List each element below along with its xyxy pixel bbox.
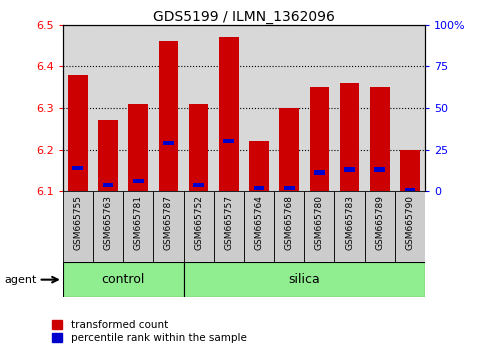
Text: GSM665789: GSM665789 (375, 195, 384, 250)
Bar (163, 141, 174, 145)
Bar (213, 191, 244, 262)
Title: GDS5199 / ILMN_1362096: GDS5199 / ILMN_1362096 (153, 10, 335, 24)
Bar (184, 191, 213, 262)
Bar (405, 188, 415, 193)
Bar (224, 139, 234, 143)
Bar (128, 104, 148, 191)
Text: control: control (101, 273, 145, 286)
Bar (63, 191, 93, 262)
Bar (395, 191, 425, 262)
Bar (158, 41, 178, 191)
Bar (219, 37, 239, 191)
Text: GSM665768: GSM665768 (284, 195, 294, 250)
Bar (249, 141, 269, 191)
Bar (103, 183, 114, 187)
Text: agent: agent (5, 275, 37, 285)
Text: silica: silica (288, 273, 320, 286)
Bar (72, 166, 83, 170)
Text: GSM665757: GSM665757 (224, 195, 233, 250)
Bar (374, 167, 385, 172)
Bar (310, 87, 329, 191)
Bar (284, 186, 295, 190)
Bar (334, 191, 365, 262)
Bar (133, 179, 143, 183)
Text: GSM665764: GSM665764 (255, 195, 264, 250)
Bar (123, 191, 154, 262)
Bar (314, 170, 325, 175)
Bar (279, 108, 299, 191)
Bar (344, 167, 355, 172)
Text: GSM665752: GSM665752 (194, 195, 203, 250)
Bar (93, 191, 123, 262)
Bar (98, 120, 118, 191)
Bar (400, 149, 420, 191)
Bar (184, 262, 425, 297)
Bar (154, 191, 184, 262)
Bar (254, 186, 264, 190)
Bar (193, 183, 204, 187)
Bar (274, 191, 304, 262)
Text: GSM665780: GSM665780 (315, 195, 324, 250)
Text: GSM665783: GSM665783 (345, 195, 354, 250)
Bar (365, 191, 395, 262)
Text: GSM665755: GSM665755 (73, 195, 83, 250)
Bar (340, 83, 359, 191)
Legend: transformed count, percentile rank within the sample: transformed count, percentile rank withi… (52, 320, 247, 343)
Text: GSM665781: GSM665781 (134, 195, 143, 250)
Text: GSM665763: GSM665763 (103, 195, 113, 250)
Text: GSM665790: GSM665790 (405, 195, 414, 250)
Bar (63, 262, 184, 297)
Bar (68, 75, 88, 191)
Bar (244, 191, 274, 262)
Bar (370, 87, 390, 191)
Bar (189, 104, 209, 191)
Text: GSM665787: GSM665787 (164, 195, 173, 250)
Bar (304, 191, 334, 262)
